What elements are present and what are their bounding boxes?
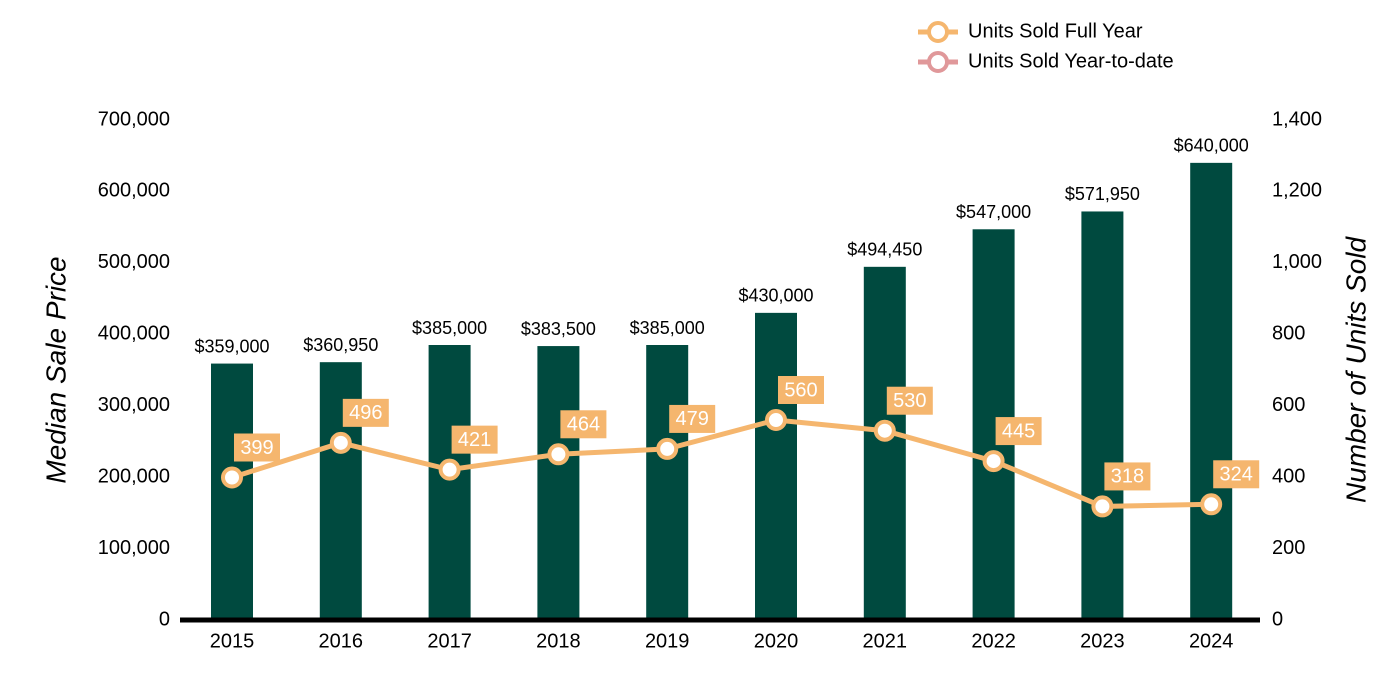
bar — [1081, 211, 1124, 620]
line-marker — [1200, 493, 1223, 516]
line-marker — [547, 443, 570, 466]
y2-axis-title: Number of Units Sold — [1340, 236, 1371, 504]
bar-value-label: $385,000 — [412, 318, 487, 338]
bar-value-label: $571,950 — [1065, 184, 1140, 204]
line-label-box — [886, 386, 933, 415]
x-tick-label: 2018 — [536, 630, 581, 652]
y2-tick-label: 1,200 — [1272, 180, 1322, 202]
line-label-box — [560, 410, 607, 439]
y2-tick-label: 200 — [1272, 537, 1305, 559]
line-value-label: 318 — [1111, 466, 1144, 488]
y-tick-label: 600,000 — [98, 180, 170, 202]
bar — [537, 346, 580, 620]
line-label-box — [451, 425, 498, 454]
line-value-label: 421 — [458, 429, 491, 451]
bar — [428, 345, 471, 620]
line-value-label: 399 — [240, 437, 273, 459]
x-tick-label: 2024 — [1189, 630, 1234, 652]
legend-label: Units Sold Full Year — [968, 20, 1143, 42]
y2-tick-label: 1,000 — [1272, 251, 1322, 273]
line-value-label: 464 — [567, 414, 600, 436]
line-value-label: 496 — [349, 402, 382, 424]
line-label-box — [778, 376, 824, 404]
y2-tick-label: 400 — [1272, 465, 1305, 487]
line-label-box — [995, 417, 1042, 446]
x-tick-label: 2015 — [210, 630, 255, 652]
line-label-box — [342, 398, 389, 427]
y-axis-title: Median Sale Price — [40, 256, 71, 483]
y-tick-label: 200,000 — [98, 465, 170, 487]
bar-value-label: $359,000 — [194, 336, 269, 356]
line-marker — [221, 466, 243, 489]
y-tick-label: 500,000 — [98, 251, 170, 273]
line-label-box — [669, 404, 716, 433]
y2-tick-label: 600 — [1272, 394, 1305, 416]
line-value-label: 445 — [1002, 420, 1035, 442]
line-marker — [1091, 495, 1114, 518]
x-tick-label: 2017 — [427, 630, 472, 652]
bar-value-label: $385,000 — [630, 318, 705, 338]
line-label-box — [1213, 460, 1260, 489]
line-marker — [656, 437, 679, 460]
line-marker — [873, 419, 896, 442]
y2-tick-label: 0 — [1272, 608, 1283, 630]
line-value-label: 530 — [893, 390, 926, 412]
y-tick-label: 300,000 — [98, 394, 170, 416]
bar — [646, 345, 689, 620]
line-value-label: 324 — [1220, 464, 1253, 486]
y-tick-label: 400,000 — [98, 323, 170, 345]
y-tick-label: 700,000 — [98, 108, 170, 130]
line-label-box — [234, 433, 280, 462]
bar — [211, 363, 253, 620]
y-tick-label: 0 — [159, 608, 170, 630]
legend-label: Units Sold Year-to-date — [968, 50, 1174, 72]
legend-marker — [927, 21, 949, 43]
bar-value-label: $640,000 — [1174, 136, 1249, 156]
x-tick-label: 2022 — [971, 630, 1016, 652]
line-marker — [982, 450, 1005, 473]
bar-value-label: $383,500 — [521, 319, 596, 339]
line-marker — [438, 458, 461, 481]
line — [231, 417, 1212, 509]
bar — [755, 312, 797, 620]
y-tick-label: 100,000 — [98, 537, 170, 559]
bar-value-label: $430,000 — [738, 286, 813, 306]
bar — [863, 266, 906, 620]
bar — [1190, 162, 1233, 620]
x-tick-label: 2016 — [319, 630, 364, 652]
legend-marker — [927, 51, 949, 73]
line-value-label: 479 — [676, 408, 709, 430]
line-marker — [329, 431, 352, 454]
line-label-box — [1104, 462, 1151, 491]
x-tick-label: 2019 — [645, 630, 690, 652]
y2-tick-label: 800 — [1272, 323, 1305, 345]
line-value-label: 560 — [784, 379, 817, 401]
bar-value-label: $360,950 — [303, 335, 378, 355]
y2-tick-label: 1,400 — [1272, 108, 1322, 130]
x-tick-label: 2021 — [863, 630, 908, 652]
x-tick-label: 2023 — [1080, 630, 1125, 652]
bar-value-label: $547,000 — [956, 202, 1031, 222]
bar-value-label: $494,450 — [847, 240, 922, 260]
line-marker — [765, 409, 787, 431]
x-tick-label: 2020 — [754, 630, 799, 652]
